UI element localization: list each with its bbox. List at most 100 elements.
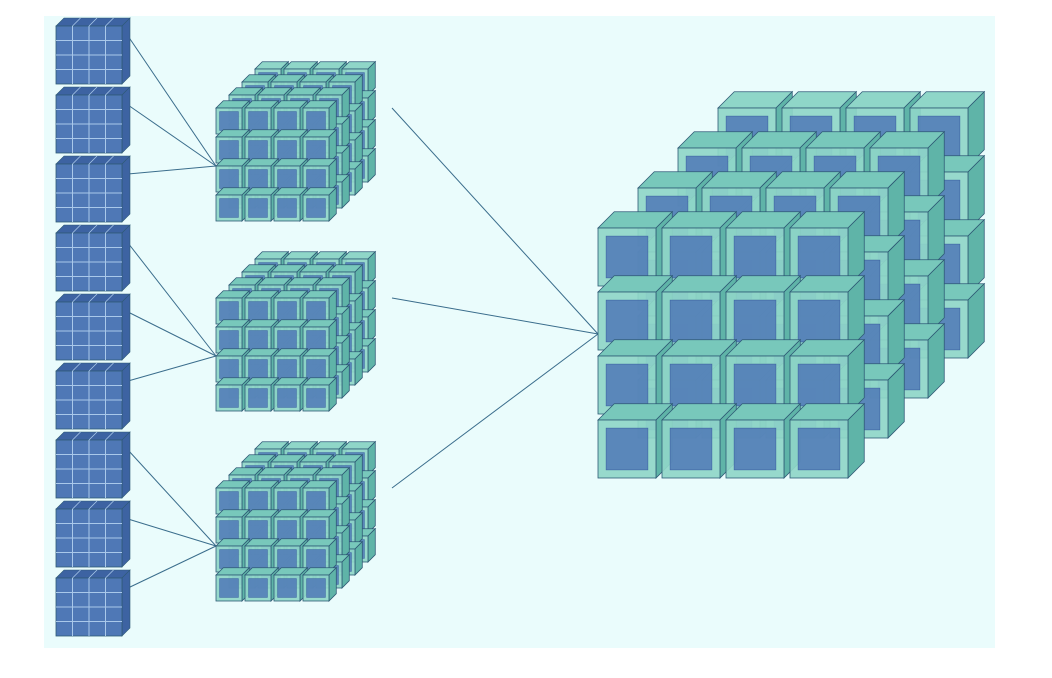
cube-cell — [789, 210, 866, 287]
inner-block — [248, 388, 268, 408]
small-cluster-2 — [55, 86, 131, 154]
inner-block — [797, 235, 841, 279]
cube-cell — [215, 128, 251, 164]
cube-cell — [244, 347, 280, 383]
small-cluster-6 — [55, 362, 131, 430]
connection-line — [127, 242, 217, 357]
connection-line — [127, 311, 217, 357]
cube-cell — [273, 186, 309, 222]
inner-block — [797, 427, 841, 471]
cube-cell — [215, 186, 251, 222]
cluster-side — [121, 17, 131, 85]
cube-cell — [302, 376, 338, 412]
cube-cell — [661, 274, 738, 351]
cube-cell — [661, 402, 738, 479]
grid-line — [105, 224, 114, 234]
cube-cell — [597, 210, 674, 287]
large-cluster — [597, 90, 986, 479]
connection-line — [127, 104, 217, 167]
cube-cell — [273, 508, 309, 544]
grid-line — [72, 500, 81, 510]
cube-cell — [215, 157, 251, 193]
cube-cell — [273, 537, 309, 573]
inner-block — [248, 520, 268, 540]
inner-block — [219, 111, 239, 131]
inner-block — [248, 491, 268, 511]
inner-block — [669, 363, 713, 407]
cube-cell — [273, 479, 309, 515]
cube-cell — [273, 318, 309, 354]
cube-cell — [215, 479, 251, 515]
cube-cell — [215, 318, 251, 354]
grid-line — [105, 17, 114, 27]
cube-cell — [597, 274, 674, 351]
inner-block — [797, 299, 841, 343]
cube-cell — [244, 99, 280, 135]
grid-line — [88, 431, 98, 441]
inner-block — [306, 491, 326, 511]
inner-block — [248, 549, 268, 569]
inner-block — [277, 330, 297, 350]
inner-block — [605, 363, 649, 407]
small-cluster-4 — [55, 224, 131, 292]
cube-cell — [273, 99, 309, 135]
cube-cell — [302, 508, 338, 544]
inner-block — [277, 388, 297, 408]
connection-line — [127, 518, 217, 547]
cluster-side — [121, 86, 131, 154]
inner-block — [277, 198, 297, 218]
inner-block — [277, 520, 297, 540]
connection-lines — [127, 35, 599, 589]
medium-cluster-3 — [215, 440, 377, 602]
cube-cell — [302, 566, 338, 602]
inner-block — [248, 198, 268, 218]
cube-cell — [244, 376, 280, 412]
cube-cell — [215, 537, 251, 573]
cube-cell — [302, 157, 338, 193]
grid-line — [72, 17, 81, 27]
cube-cell — [273, 289, 309, 325]
cube-cell — [302, 128, 338, 164]
inner-block — [306, 578, 326, 598]
cube-cell — [244, 479, 280, 515]
medium-cluster-2 — [215, 250, 377, 412]
inner-block — [306, 301, 326, 321]
inner-block — [219, 169, 239, 189]
grid-line — [105, 293, 114, 303]
cluster-side — [121, 569, 131, 637]
connection-line — [127, 35, 217, 167]
cube-cell — [273, 157, 309, 193]
inner-block — [277, 169, 297, 189]
inner-block — [277, 549, 297, 569]
cube-cell — [661, 338, 738, 415]
inner-block — [605, 427, 649, 471]
grid-line — [88, 224, 98, 234]
cube-cell — [725, 274, 802, 351]
inner-block — [733, 235, 777, 279]
inner-block — [605, 235, 649, 279]
cluster-side — [121, 431, 131, 499]
inner-block — [219, 330, 239, 350]
cube-cell — [302, 99, 338, 135]
cube-cell — [302, 318, 338, 354]
grid-line — [105, 155, 114, 165]
cube-cell — [244, 289, 280, 325]
inner-block — [277, 359, 297, 379]
connection-line — [391, 107, 599, 335]
cube-cell — [302, 186, 338, 222]
inner-block — [219, 198, 239, 218]
cube-cell — [597, 338, 674, 415]
cube-cell — [273, 347, 309, 383]
grid-line — [88, 293, 98, 303]
inner-block — [248, 169, 268, 189]
inner-block — [306, 169, 326, 189]
inner-block — [277, 578, 297, 598]
inner-block — [669, 427, 713, 471]
cube-cell — [215, 347, 251, 383]
inner-block — [219, 359, 239, 379]
inner-block — [669, 235, 713, 279]
cluster-side — [121, 500, 131, 568]
grid-line — [105, 569, 114, 579]
grid-line — [88, 86, 98, 96]
cube-cell — [215, 99, 251, 135]
